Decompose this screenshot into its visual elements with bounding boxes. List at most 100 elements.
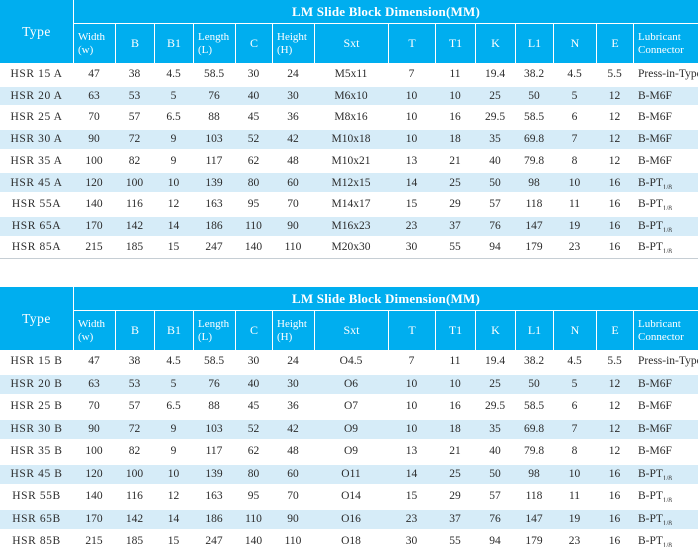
table-divider xyxy=(0,259,698,288)
dimension-value: 52 xyxy=(247,133,260,146)
type-value: HSR 45 A xyxy=(10,176,63,189)
dimension-value: 47 xyxy=(88,355,100,368)
dimension-value: O18 xyxy=(341,535,361,548)
dimension-value: 16 xyxy=(608,241,621,254)
dimension-value: 40 xyxy=(489,445,501,458)
dimension-value: 23 xyxy=(405,220,418,233)
dimension-value: M16x23 xyxy=(331,220,371,233)
dimension-value: 10 xyxy=(405,111,418,124)
dimension-value: 142 xyxy=(125,513,144,526)
dimension-value: 23 xyxy=(405,513,418,526)
dimension-value: 82 xyxy=(128,445,141,458)
type-value: HSR 85A xyxy=(11,241,62,254)
dimension-value: 50 xyxy=(528,90,540,103)
table-row: HSR 15 A 47 38 4.5 58.5 30 24 M5x11 7 11 19.4 38.2 4… xyxy=(0,63,698,85)
table-row: HSR 65A 170 142 14 186 110 90 M16x23 23 37 76 147 19… xyxy=(0,214,698,237)
column-header: Length (L) xyxy=(193,311,235,351)
dimension-value: 100 xyxy=(85,445,103,458)
dimension-value: 95 xyxy=(247,490,260,503)
dimension-value: 116 xyxy=(126,490,143,503)
dimension-value: 38.2 xyxy=(523,67,545,80)
dimension-value: 163 xyxy=(205,197,223,210)
dimension-value: 139 xyxy=(205,468,223,481)
table-row: HSR 45 B 120 100 10 139 80 60 O11 14 25 50 98 10 16 B-… xyxy=(0,462,698,486)
dimension-value: 16 xyxy=(608,535,621,548)
dimension-value: 37 xyxy=(449,220,461,233)
dimension-value: 147 xyxy=(525,220,543,233)
dimension-value: 88 xyxy=(208,400,220,413)
dimension-value: 55 xyxy=(449,241,461,254)
dimension-value: 179 xyxy=(525,535,543,548)
column-header: B xyxy=(115,311,154,351)
table-row: HSR 25 B 70 57 6.5 88 45 36 O7 10 16 29.5 58.5 6 12 B-… xyxy=(0,395,698,418)
dimension-value: 94 xyxy=(489,241,501,254)
table-row: HSR 35 A 100 82 9 117 62 48 M10x21 13 21 40 79.8 8 12… xyxy=(0,150,698,172)
dimension-value: M12x15 xyxy=(331,176,371,189)
dimension-value: 30 xyxy=(287,378,299,391)
dimension-value: 58.5 xyxy=(523,400,545,413)
dimension-value: 9 xyxy=(170,423,177,436)
column-header: K xyxy=(475,24,515,63)
dimension-value: 140 xyxy=(244,241,263,254)
lubricant-value: B-M6F xyxy=(638,423,672,436)
dimension-value: 100 xyxy=(125,468,144,481)
dimension-value: 100 xyxy=(85,154,103,167)
type-value: HSR 65B xyxy=(12,513,61,526)
dimension-value: 35 xyxy=(489,423,501,436)
table-row: HSR 85B 215 185 15 247 140 110 O18 30 55 94 179 23 16… xyxy=(0,530,698,553)
dimension-value: 29 xyxy=(449,197,461,210)
dimension-value: 4.5 xyxy=(166,355,181,368)
dimension-value: 15 xyxy=(405,490,418,503)
type-column-header: Type xyxy=(0,0,73,63)
dimension-value: 94 xyxy=(489,535,501,548)
dimension-value: 58.5 xyxy=(203,355,225,368)
column-header: Height (H) xyxy=(272,24,314,63)
dimension-value: 95 xyxy=(247,197,260,210)
type-value: HSR 55A xyxy=(11,197,62,210)
dimension-value: 4.5 xyxy=(567,355,582,368)
dimension-value: 16 xyxy=(608,220,621,233)
column-header: Sxt xyxy=(314,311,388,351)
dimension-value: 90 xyxy=(287,220,299,233)
dimension-value: 70 xyxy=(88,400,100,413)
lubricant-value: B-PT1/8 xyxy=(638,513,672,526)
dimension-value: 103 xyxy=(205,133,223,146)
dimension-value: 38 xyxy=(128,355,141,368)
dimension-value: 25 xyxy=(449,468,461,481)
lubricant-value: B-PT1/8 xyxy=(638,535,672,548)
column-header: N xyxy=(553,311,596,351)
dimension-value: O11 xyxy=(341,468,361,481)
dimension-value: 90 xyxy=(88,423,100,436)
column-header: E xyxy=(596,311,633,351)
type-value: HSR 30 A xyxy=(10,133,63,146)
dimension-value: 5 xyxy=(170,378,177,391)
table-row: HSR 30 A 90 72 9 103 52 42 M10x18 10 18 35 69.8 7 12 B… xyxy=(0,128,698,150)
dimension-value: 15 xyxy=(167,241,180,254)
dimension-value: 16 xyxy=(449,400,461,413)
table-row: HSR 55A 140 116 12 163 95 70 M14x17 15 29 57 118 11 1… xyxy=(0,193,698,215)
dimension-value: 42 xyxy=(287,423,299,436)
table-body: HSR 15 B 47 38 4.5 58.5 30 24 O4.5 7 11 19.4 38.2 4.… xyxy=(0,350,698,553)
dimension-value: 11 xyxy=(449,67,461,80)
dimension-value: 10 xyxy=(568,468,581,481)
dimension-value: 30 xyxy=(405,535,418,548)
dimension-value: 57 xyxy=(128,400,141,413)
dimension-value: 8 xyxy=(571,154,578,167)
type-value: HSR 45 B xyxy=(10,468,63,481)
dimension-value: 186 xyxy=(205,220,223,233)
dimension-value: 247 xyxy=(205,535,223,548)
dimension-value: 5 xyxy=(571,378,578,391)
type-value: HSR 25 A xyxy=(10,111,63,124)
dimension-value: 90 xyxy=(287,513,299,526)
dimension-value: 16 xyxy=(608,176,621,189)
dimension-value: 30 xyxy=(247,67,260,80)
column-header: C xyxy=(235,24,272,63)
dimension-value: 140 xyxy=(85,490,103,503)
type-value: HSR 20 A xyxy=(10,90,63,103)
dimension-value: M10x21 xyxy=(331,154,371,167)
table-row: HSR 20 A 63 53 5 76 40 30 M6x10 10 10 25 50 5 12 B-M6F xyxy=(0,84,698,107)
dimension-value: 247 xyxy=(205,241,223,254)
dimension-value: 118 xyxy=(525,490,543,503)
header-right: LM Slide Block Dimension(MM) Width (w) B B… xyxy=(73,0,698,63)
dimension-value: 9 xyxy=(170,445,177,458)
